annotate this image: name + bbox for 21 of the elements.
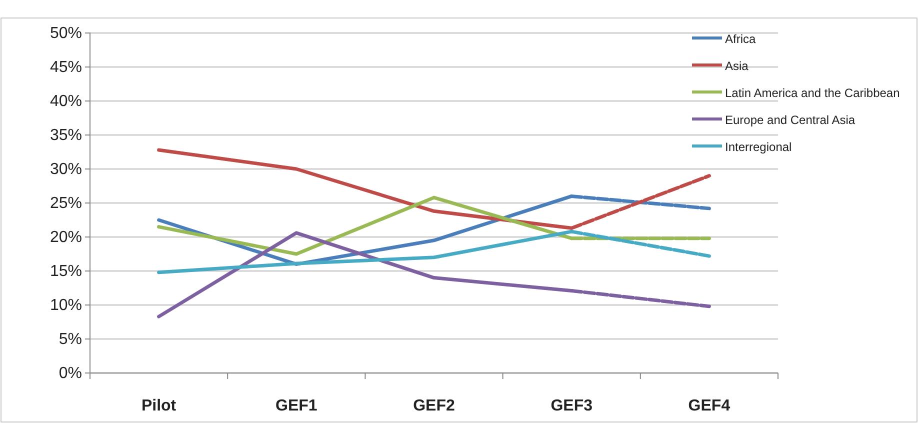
legend-label: Asia	[725, 59, 749, 73]
x-tick-label: GEF2	[413, 397, 455, 414]
y-tick-label: 50%	[50, 25, 82, 42]
y-tick-label: 5%	[58, 331, 82, 348]
x-tick-label: Pilot	[141, 397, 177, 414]
y-tick-label: 0%	[58, 365, 82, 382]
y-tick-label: 15%	[50, 263, 82, 280]
x-tick-label: GEF3	[550, 397, 593, 414]
y-tick-label: 40%	[50, 93, 82, 110]
y-tick-label: 30%	[50, 161, 82, 178]
y-tick-label: 35%	[50, 127, 82, 144]
legend-label: Europe and Central Asia	[725, 113, 856, 127]
legend-label: Latin America and the Caribbean	[725, 86, 900, 100]
legend-label: Interregional	[725, 140, 792, 154]
y-tick-label: 10%	[50, 297, 82, 314]
x-tick-label: GEF4	[688, 397, 730, 414]
y-tick-label: 45%	[50, 59, 82, 76]
y-tick-label: 25%	[50, 195, 82, 212]
x-tick-label: GEF1	[276, 397, 318, 414]
y-tick-label: 20%	[50, 229, 82, 246]
legend-label: Africa	[725, 32, 756, 46]
